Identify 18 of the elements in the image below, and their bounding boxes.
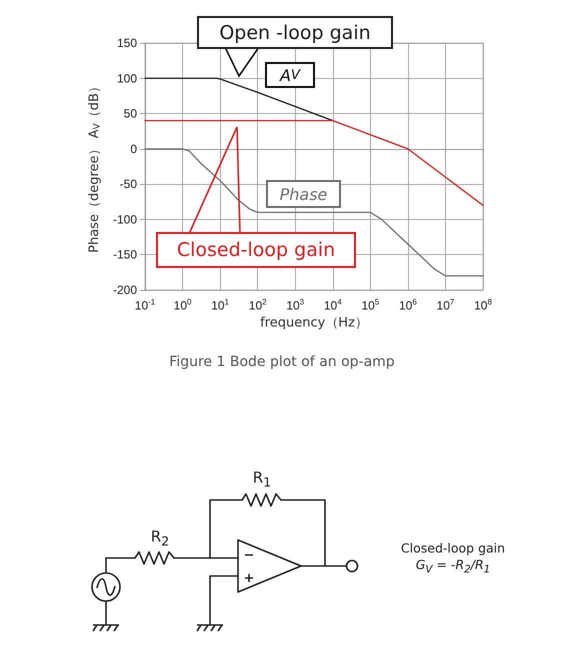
y-tick-label: -200 <box>112 283 138 297</box>
text: R$_{1}$ <box>252 468 272 490</box>
y-tick-label: -100 <box>112 212 138 226</box>
y-tick-label: 150 <box>116 36 138 50</box>
x-axis-title: frequency（Hz） <box>260 315 368 330</box>
caption: Figure 1 Bode plot of an op-amp <box>169 354 395 370</box>
y-tick-label: 50 <box>124 106 138 121</box>
y-axis-title: Phase（degree） AV（dB） <box>87 80 103 253</box>
y-tick-label: 100 <box>116 71 138 86</box>
y-tick-label: 0 <box>130 142 138 156</box>
y-tick-label: -50 <box>120 177 138 192</box>
text: Closed-loop gain <box>156 232 356 268</box>
y-tick-label: -150 <box>112 248 138 262</box>
series-label: Open -loop gain <box>197 16 393 49</box>
series-label: Phase <box>266 180 341 208</box>
text: G$_{V}$ = -R$_{2}$/R$_{1}$ <box>416 556 490 576</box>
text: R$_{2}$ <box>150 528 170 548</box>
text: Closed-loop gain <box>400 540 506 556</box>
